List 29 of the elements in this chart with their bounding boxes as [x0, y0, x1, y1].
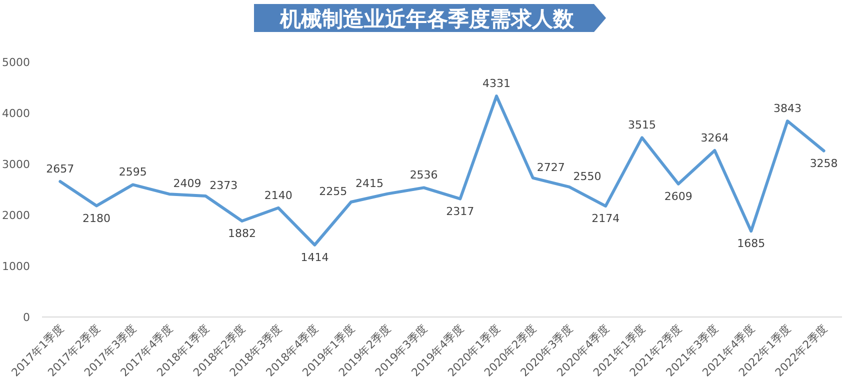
data-label: 3843 — [773, 102, 802, 116]
y-tick-label: 4000 — [2, 107, 30, 120]
y-tick-label: 0 — [23, 311, 30, 324]
data-label: 2727 — [536, 160, 565, 174]
data-label: 2550 — [573, 170, 602, 183]
data-label: 2409 — [173, 177, 202, 190]
data-label: 2174 — [592, 212, 620, 226]
data-label: 2609 — [664, 190, 692, 203]
y-tick-label: 1000 — [2, 260, 30, 273]
data-label: 1414 — [300, 250, 329, 264]
y-tick-label: 3000 — [2, 158, 30, 171]
data-label: 2595 — [118, 166, 147, 179]
data-label: 1685 — [737, 237, 766, 250]
data-label: 2255 — [319, 184, 348, 198]
data-label: 2140 — [264, 188, 292, 202]
chart-title: 机械制造业近年各季度需求人数 — [279, 6, 575, 31]
data-label: 2536 — [410, 168, 438, 182]
data-label: 1882 — [228, 227, 256, 240]
y-tick-label: 5000 — [2, 56, 30, 69]
data-label: 4331 — [482, 77, 511, 90]
y-tick-label: 2000 — [2, 209, 30, 222]
data-label: 3515 — [628, 118, 656, 132]
data-label: 2180 — [82, 212, 111, 225]
data-label: 2373 — [210, 178, 238, 192]
data-label: 2317 — [446, 204, 474, 218]
data-label: 3264 — [700, 132, 729, 145]
data-label: 3258 — [810, 156, 838, 170]
data-label: 2657 — [46, 162, 74, 176]
data-label: 2415 — [355, 176, 384, 190]
